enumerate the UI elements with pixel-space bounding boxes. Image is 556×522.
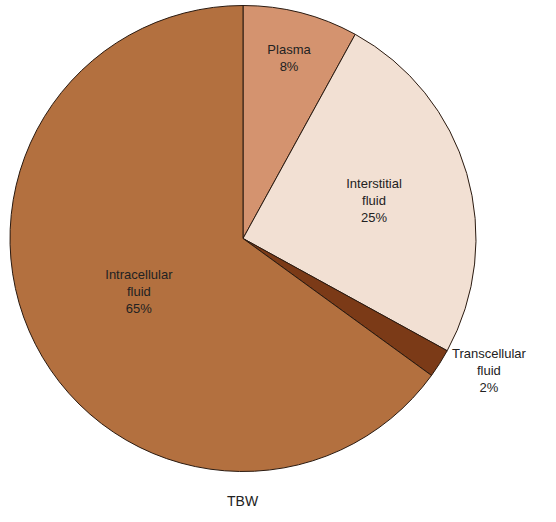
svg-text:Interstitialfluid25%: Interstitialfluid25%: [346, 176, 402, 225]
svg-text:Plasma8%: Plasma8%: [267, 42, 311, 74]
svg-text:Intracellularfluid65%: Intracellularfluid65%: [105, 267, 173, 316]
svg-text:TBW: TBW: [227, 493, 259, 509]
svg-text:Transcellularfluid2%: Transcellularfluid2%: [452, 346, 527, 395]
